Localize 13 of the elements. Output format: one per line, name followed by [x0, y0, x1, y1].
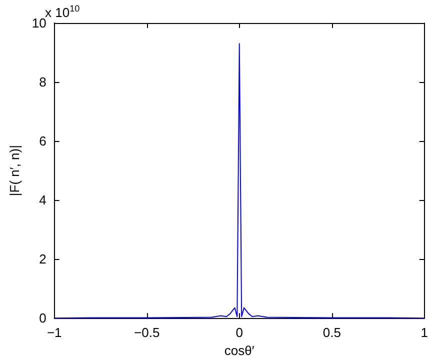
- y-tick-label: 10: [32, 16, 46, 30]
- x-tick-label: 1: [420, 325, 428, 340]
- x-tick-label: −1: [46, 325, 62, 340]
- x-tick-label: −0.5: [134, 325, 160, 340]
- y-tick-label: 4: [39, 192, 46, 208]
- x-tick-label: 0.5: [322, 325, 341, 340]
- y-tick-label: 6: [39, 134, 46, 149]
- x-axis-title: cosθ′: [224, 343, 255, 358]
- y-tick-label: 0: [39, 310, 46, 326]
- x-tick-label: 0: [236, 325, 243, 340]
- y-tick-label: 2: [39, 252, 46, 267]
- y-axis-title: |F( n′, n)|: [7, 145, 22, 196]
- y-tick-label: 8: [39, 74, 46, 90]
